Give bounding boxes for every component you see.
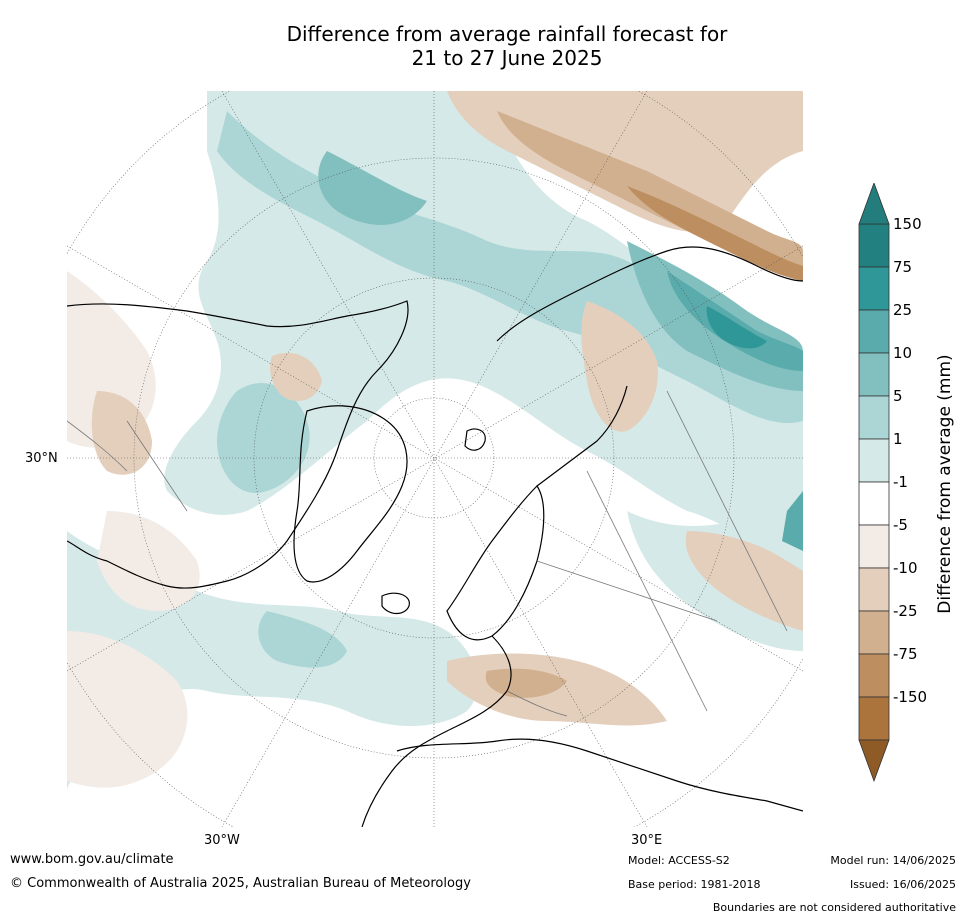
colorbar-tick-label: 5	[893, 387, 903, 405]
colorbar-box	[858, 610, 890, 655]
colorbar-box	[858, 352, 890, 397]
colorbar-tick-label: 75	[893, 258, 913, 276]
colorbar-tick-label: 25	[893, 301, 913, 319]
colorbar-tick-label: -5	[893, 516, 908, 534]
dry-band-north-peak	[627, 186, 803, 281]
colorbar-extend-low	[858, 739, 890, 783]
colorbar-tick-label: -75	[893, 645, 918, 663]
colorbar-box	[858, 567, 890, 612]
colorbar-tick-label: -10	[893, 559, 918, 577]
colorbar-tick-label: 1	[893, 430, 903, 448]
colorbar-box	[858, 653, 890, 698]
colorbar-title: Difference from average (mm)	[935, 354, 955, 614]
base-period-text: Base period: 1981-2018	[628, 878, 761, 891]
dry-region-west-canada	[67, 271, 156, 448]
coastline-scandinavia	[446, 485, 545, 641]
wet-core-siberia-peak	[706, 306, 767, 349]
copyright-text: © Commonwealth of Australia 2025, Austra…	[10, 876, 471, 891]
colorbar-tick-label: -25	[893, 602, 918, 620]
chart-title: Difference from average rainfall forecas…	[0, 22, 965, 70]
colorbar-box	[858, 524, 890, 569]
issued-text: Issued: 16/06/2025	[849, 878, 956, 891]
dry-region-greenland-west	[270, 352, 322, 401]
colorbar	[858, 183, 890, 783]
colorbar-box	[858, 395, 890, 440]
title-line-2: 21 to 27 June 2025	[411, 46, 603, 70]
dry-region-east-asia	[685, 531, 803, 631]
coastline-svalbard	[464, 428, 486, 451]
coastline-eurasia	[361, 246, 803, 827]
graticule	[67, 91, 803, 827]
coastline-mediterranean	[396, 738, 803, 812]
wet-band-north-atlantic	[217, 382, 310, 493]
dry-region-europe-core	[485, 668, 567, 698]
title-line-1: Difference from average rainfall forecas…	[286, 22, 728, 46]
dry-region-central-atlantic	[67, 631, 188, 788]
model-text: Model: ACCESS-S2	[628, 854, 730, 867]
wet-core-north	[318, 151, 427, 225]
colorbar-box	[858, 438, 890, 483]
wet-core-east-edge	[782, 491, 803, 551]
colorbar-tick-label: 150	[893, 215, 922, 233]
colorbar-box	[858, 481, 890, 526]
dry-band-north	[447, 91, 803, 232]
colorbar-box	[858, 696, 890, 741]
wet-band-mid-atlantic	[258, 611, 347, 668]
longitude-label-30e: 30°E	[631, 833, 663, 848]
colorbar-tick-label: 10	[893, 344, 913, 362]
dry-region-north-america	[97, 511, 200, 611]
colorbar-tick-label: -150	[893, 688, 928, 706]
colorbar-box	[858, 223, 890, 268]
latitude-label-30n: 30°N	[25, 451, 58, 466]
coastline-greenland	[293, 405, 408, 583]
boundaries-disclaimer: Boundaries are not considered authoritat…	[712, 901, 956, 914]
coastlines	[67, 246, 803, 827]
website-text: www.bom.gov.au/climate	[10, 852, 174, 867]
dry-region-russia	[581, 301, 658, 432]
country-borders	[67, 390, 788, 717]
model-run-text: Model run: 14/06/2025	[830, 854, 956, 867]
rainfall-anomaly-map	[67, 91, 803, 827]
colorbar-extend-high	[858, 183, 890, 225]
colorbar-box	[858, 309, 890, 354]
anomaly-fields	[67, 91, 803, 791]
colorbar-tick-label: -1	[893, 473, 908, 491]
longitude-label-30w: 30°W	[204, 833, 240, 848]
dry-region-canada-core	[91, 391, 152, 475]
coastline-north-america	[67, 300, 409, 589]
wet-core-siberia-strong	[667, 271, 803, 371]
coastline-iceland	[381, 592, 410, 615]
colorbar-box	[858, 266, 890, 311]
wet-band-arctic-coast	[217, 111, 803, 423]
